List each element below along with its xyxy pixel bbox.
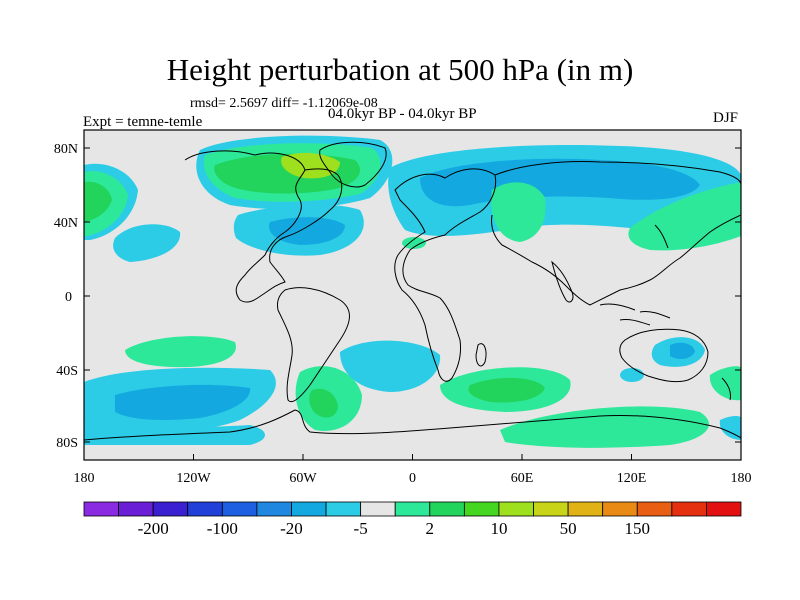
contour-region <box>113 224 181 262</box>
lon-label-60e: 60E <box>511 471 534 486</box>
contour-region <box>309 388 338 418</box>
contour-region <box>468 377 545 403</box>
colorbar-label: 150 <box>625 519 651 538</box>
colorbar-label: -20 <box>280 519 303 538</box>
coastline-antarctica <box>84 409 741 441</box>
coastline-new-zealand <box>721 377 731 401</box>
colorbar-swatch <box>325 501 362 517</box>
colorbar-labels: -200 -100 -20 -5 2 10 50 150 <box>138 519 650 538</box>
colorbar-label: 10 <box>490 519 507 538</box>
colorbar-label: 2 <box>426 519 435 538</box>
lon-label-120e: 120E <box>617 471 647 486</box>
coastlines <box>84 141 741 441</box>
coastline-north-america <box>184 150 343 303</box>
lon-label-120w: 120W <box>176 471 211 486</box>
contour-region <box>420 158 700 207</box>
colorbar-swatch <box>221 501 258 517</box>
contour-region <box>670 342 695 360</box>
colorbar-label: 50 <box>560 519 577 538</box>
contour-region <box>709 366 741 401</box>
contour-region <box>402 237 426 249</box>
contour-region <box>125 336 236 368</box>
contour-region <box>719 415 741 440</box>
colorbar-swatch <box>152 501 189 517</box>
colorbar-swatch <box>291 501 327 517</box>
coastline-asia <box>491 161 741 306</box>
contour-region <box>491 182 546 242</box>
colorbar-swatch <box>463 501 500 517</box>
colorbar-swatch <box>394 501 431 517</box>
contour-region <box>84 181 112 222</box>
colorbar-swatch <box>602 501 638 517</box>
colorbar-swatch <box>533 501 569 517</box>
colorbar-swatch <box>429 501 465 517</box>
colorbar-swatch <box>706 501 742 517</box>
contour-region <box>115 384 251 420</box>
experiment-label: Expt = temne-temle <box>83 114 203 130</box>
chart-title: Height perturbation at 500 hPa (in m) <box>166 52 634 87</box>
coastline-europe-africa <box>394 168 497 382</box>
lat-label-80s: 80S <box>56 436 78 451</box>
colorbar-swatch <box>360 501 396 517</box>
contour-region <box>620 368 644 382</box>
lat-label-40n: 40N <box>54 216 78 231</box>
colorbar-swatch <box>118 501 154 517</box>
lat-axis <box>84 147 741 443</box>
season-label: DJF <box>713 110 739 126</box>
colorbar-swatch <box>187 501 223 517</box>
lat-label-80n: 80N <box>54 142 78 157</box>
colorbar-label: -200 <box>138 519 169 538</box>
stats-text: rmsd= 2.5697 diff= -1.12069e-08 <box>190 96 378 111</box>
coastline-south-america <box>277 287 350 403</box>
lon-label-180e: 180 <box>731 471 752 486</box>
lat-label-40s: 40S <box>56 364 78 379</box>
coastline-indonesia <box>599 303 671 326</box>
colorbar-swatch <box>498 501 534 517</box>
coastline-japan <box>654 224 669 249</box>
colorbar-label: -100 <box>207 519 238 538</box>
colorbar <box>83 501 742 517</box>
lon-label-0: 0 <box>409 471 416 486</box>
lat-label-0: 0 <box>65 290 72 305</box>
coastline-greenland <box>319 141 387 188</box>
contour-region <box>340 340 441 392</box>
coastline-india <box>551 260 574 303</box>
colorbar-swatch <box>636 501 673 517</box>
lon-label-60w: 60W <box>289 471 317 486</box>
contour-region <box>269 217 345 245</box>
colorbar-swatch <box>256 501 292 517</box>
colorbar-swatch <box>567 501 604 517</box>
colorbar-swatch <box>671 501 707 517</box>
contour-region <box>628 182 741 251</box>
lon-axis <box>83 454 742 460</box>
colorbar-swatch <box>83 501 119 517</box>
contour-region <box>84 420 265 445</box>
lon-label-180w: 180 <box>74 471 95 486</box>
colorbar-label: -5 <box>354 519 368 538</box>
coastline-australia <box>619 328 709 383</box>
coastline-madagascar <box>475 343 487 367</box>
period-text: 04.0kyr BP - 04.0kyr BP <box>328 106 477 122</box>
